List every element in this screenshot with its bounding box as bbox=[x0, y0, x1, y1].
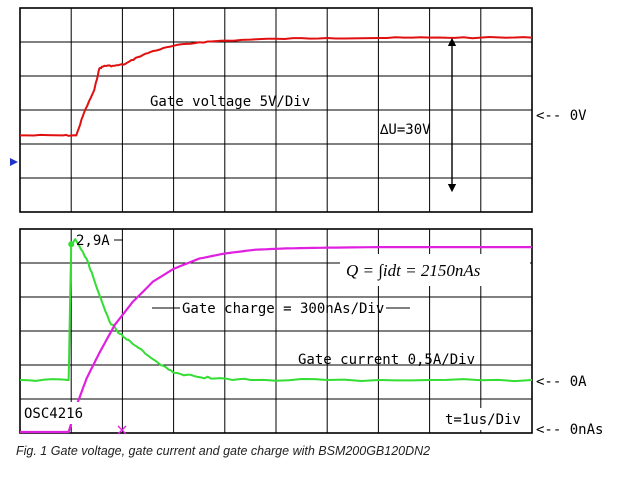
gate-current-trace bbox=[19, 237, 533, 383]
timebase-box bbox=[442, 408, 530, 430]
gate-charge-label: Gate charge = 300nAs/Div bbox=[182, 301, 384, 317]
equation-box bbox=[340, 254, 530, 286]
figure-caption: Fig. 1 Gate voltage, gate current and ga… bbox=[16, 444, 431, 458]
zero-volt-ref: <-- 0V bbox=[536, 108, 587, 124]
channel-marker-icon bbox=[10, 158, 18, 166]
timebase-label: t=1us/Div bbox=[445, 412, 521, 428]
gate-charge-trace bbox=[20, 246, 532, 434]
gate-voltage-panel: Gate voltage 5V/Div ∆U=30V <-- 0V bbox=[10, 7, 587, 213]
trigger-start-icon bbox=[117, 425, 127, 435]
top-grid bbox=[20, 8, 532, 212]
charge-equation: Q = ∫idt = 2150nAs bbox=[346, 261, 481, 281]
peak-current-label: 2,9A bbox=[76, 233, 110, 249]
gate-voltage-trace bbox=[20, 35, 533, 137]
gate-current-charge-panel: Q = ∫idt = 2150nAs 2,9A Gate charge = 30… bbox=[19, 228, 603, 438]
zero-charge-ref: <-- 0nAs bbox=[536, 422, 603, 438]
device-label-box bbox=[21, 402, 93, 424]
gate-current-label: Gate current 0,5A/Div bbox=[298, 352, 475, 368]
device-label: OSC4216 bbox=[24, 406, 83, 422]
peak-current-marker bbox=[68, 241, 75, 248]
zero-amp-ref: <-- 0A bbox=[536, 374, 587, 390]
delta-u-label: ∆U=30V bbox=[379, 122, 431, 138]
bottom-grid bbox=[20, 229, 532, 433]
gate-voltage-label: Gate voltage 5V/Div bbox=[150, 94, 310, 110]
